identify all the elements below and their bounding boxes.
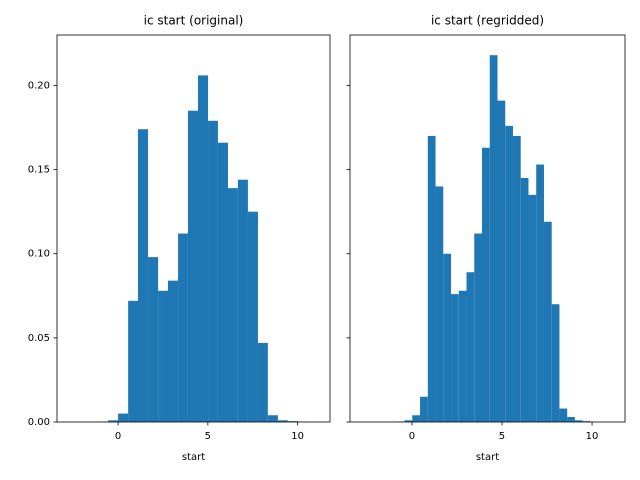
- bar: [197, 75, 209, 423]
- chart-title: ic start (original): [144, 14, 244, 28]
- bar: [474, 233, 483, 422]
- bar: [277, 420, 288, 422]
- y-tick-label: 0.05: [28, 333, 50, 344]
- bar: [466, 272, 475, 422]
- x-tick-label: 0: [115, 431, 121, 442]
- bar: [536, 164, 544, 423]
- y-tick-label: 0.15: [28, 165, 50, 176]
- bar: [520, 178, 529, 422]
- axes-frame: [349, 34, 626, 423]
- bar: [420, 396, 428, 422]
- y-tick-label: 0.00: [28, 417, 50, 428]
- bar: [551, 304, 560, 422]
- bar: [528, 194, 537, 422]
- bar: [217, 142, 228, 422]
- bar: [108, 420, 119, 422]
- bar: [435, 186, 444, 422]
- bar: [257, 342, 268, 422]
- bar: [582, 421, 591, 422]
- bar: [158, 290, 168, 422]
- bar: [187, 110, 198, 422]
- x-tick-label: 0: [409, 431, 415, 442]
- bar: [505, 125, 513, 422]
- bar: [208, 120, 218, 422]
- bar: [458, 290, 467, 422]
- bar: [574, 420, 583, 422]
- bar: [247, 211, 258, 422]
- bar: [267, 415, 278, 422]
- y-tick-label: 0.10: [28, 249, 50, 260]
- bar: [412, 415, 421, 422]
- bar: [227, 188, 238, 422]
- bar: [497, 100, 506, 423]
- bar: [128, 300, 139, 422]
- bar: [118, 413, 129, 422]
- bar: [237, 179, 248, 422]
- bar: [451, 294, 459, 422]
- x-axis-label: start: [182, 452, 205, 463]
- bar: [148, 257, 159, 422]
- y-tick-label: 0.20: [28, 80, 50, 91]
- bar: [178, 233, 188, 422]
- x-tick-label: 10: [586, 431, 599, 442]
- bar: [489, 55, 498, 422]
- bar: [287, 421, 298, 422]
- bar: [427, 135, 436, 422]
- bar: [482, 147, 490, 422]
- chart-title: ic start (regridded): [431, 14, 544, 28]
- bar: [443, 253, 452, 422]
- bar: [404, 420, 413, 422]
- bar: [512, 135, 521, 422]
- bar: [543, 221, 552, 422]
- x-tick-label: 5: [205, 431, 211, 442]
- x-tick-label: 10: [291, 431, 304, 442]
- bar: [167, 280, 179, 422]
- bar: [138, 129, 149, 423]
- axes-frame: [56, 34, 331, 423]
- bar: [559, 408, 568, 422]
- bar: [567, 416, 575, 422]
- x-tick-label: 5: [499, 431, 505, 442]
- x-axis-label: start: [476, 452, 499, 463]
